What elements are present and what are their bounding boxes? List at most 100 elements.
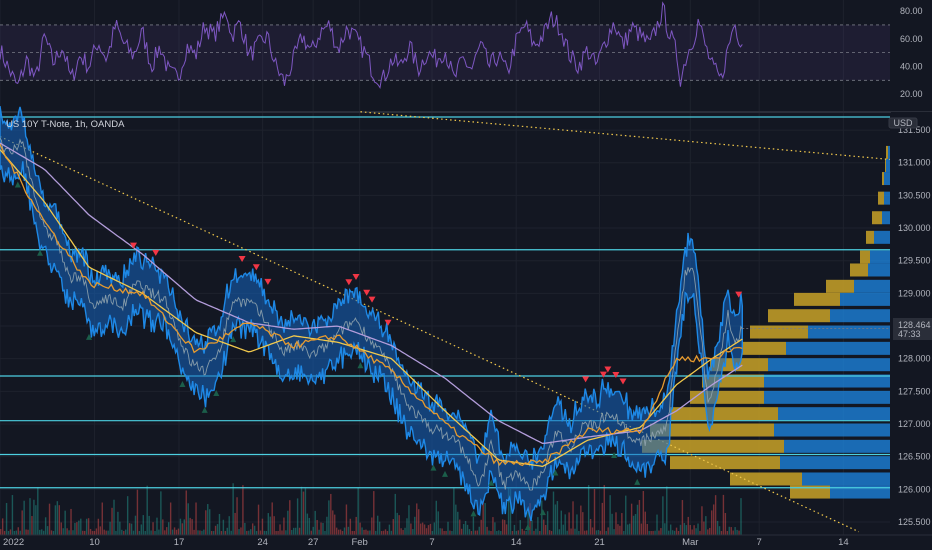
- volume-bar: [437, 511, 439, 535]
- volume-bar: [652, 530, 654, 535]
- profile-row-buy: [886, 145, 888, 159]
- trendlines[interactable]: [0, 111, 891, 533]
- volume-bar: [224, 530, 227, 535]
- rsi-tick-label: 20.00: [900, 89, 923, 99]
- sell-marker: [604, 366, 612, 373]
- volume-bar: [517, 530, 520, 535]
- profile-row-sell: [808, 325, 890, 339]
- time-axis[interactable]: 2022 10 17 24 27 Feb 7 14 21 Mar 7 14: [0, 534, 932, 548]
- volume-bar: [669, 524, 672, 535]
- volume-bar: [74, 522, 76, 535]
- volume-bar: [119, 521, 121, 535]
- currency-button[interactable]: USD: [888, 117, 918, 129]
- profile-row-sell: [784, 439, 890, 453]
- volume-bar: [693, 525, 695, 535]
- volume-bar: [201, 530, 203, 535]
- volume-bar: [425, 528, 428, 535]
- volume-bar: [269, 516, 271, 535]
- volume-bar: [248, 530, 250, 535]
- volume-bar: [271, 502, 273, 535]
- buy-marker: [230, 336, 237, 343]
- volume-bar: [39, 529, 41, 535]
- volume-bar: [611, 513, 613, 535]
- sell-marker: [368, 296, 376, 303]
- volume-bar: [736, 529, 738, 535]
- volume-bar: [564, 514, 566, 535]
- volume-bar: [5, 502, 8, 535]
- volume-bar: [572, 501, 574, 535]
- volume-bar: [126, 496, 129, 535]
- volume-bar: [78, 520, 80, 535]
- volume-bar: [322, 522, 324, 535]
- sell-marker: [384, 319, 392, 326]
- volume-bar: [373, 491, 375, 535]
- volume-bar: [281, 530, 283, 535]
- volume-bar: [341, 530, 344, 535]
- volume-bar: [121, 529, 123, 535]
- volume-bar: [107, 530, 109, 535]
- volume-bar: [306, 513, 309, 535]
- profile-row-sell: [830, 485, 890, 499]
- volume-bar: [666, 486, 668, 535]
- volume-bar: [640, 523, 643, 535]
- volume-bar: [627, 524, 629, 535]
- rsi-pane[interactable]: [0, 1, 932, 113]
- volume-bar: [636, 504, 639, 535]
- volume-bar: [394, 493, 396, 535]
- volume-bar: [617, 524, 619, 535]
- volume-bar: [388, 524, 391, 535]
- volume-bar: [615, 512, 617, 535]
- buy-marker: [611, 451, 618, 458]
- volume-bar: [593, 489, 596, 535]
- volume-bar: [402, 529, 404, 535]
- volume-bar: [353, 530, 355, 535]
- profile-row-sell: [870, 250, 890, 264]
- volume-bar: [443, 530, 445, 535]
- volume-bar: [429, 523, 432, 535]
- profile-row-sell: [884, 191, 890, 205]
- volume-bar: [197, 530, 199, 535]
- volume-bar: [718, 526, 721, 535]
- rsi-axis[interactable]: 80.00 60.00 40.00 20.00: [900, 6, 923, 99]
- profile-row-sell: [888, 145, 890, 159]
- volume-bar: [609, 495, 611, 535]
- volume-bar: [683, 523, 686, 535]
- price-tick-label: 127.500: [898, 386, 931, 396]
- volume-bar: [181, 523, 184, 535]
- volume-bar: [464, 520, 467, 535]
- volume-bar: [656, 514, 658, 535]
- price-band: [0, 105, 890, 522]
- rsi-line: [0, 1, 743, 90]
- volume-bar: [707, 529, 709, 535]
- volume-profile: [642, 145, 890, 499]
- volume-bar: [185, 490, 187, 535]
- time-tick-label: 14: [511, 537, 522, 548]
- volume-bar: [703, 521, 705, 535]
- volume-bar: [502, 519, 504, 535]
- volume-bar: [17, 527, 19, 535]
- volume-bar: [705, 516, 707, 535]
- volume-bar: [505, 524, 508, 535]
- volume-bar: [386, 530, 389, 535]
- buy-marker: [524, 524, 531, 531]
- volume-bar: [220, 530, 223, 535]
- volume-bar: [468, 529, 471, 535]
- price-channel: [0, 105, 743, 522]
- sell-marker: [599, 371, 607, 378]
- volume-bar: [146, 485, 148, 535]
- volume-bar: [95, 528, 98, 535]
- price-tick-label: 126.500: [898, 452, 931, 462]
- volume-bar: [537, 517, 539, 535]
- volume-bar: [695, 528, 697, 535]
- volume-bar: [730, 527, 732, 535]
- volume-bar: [41, 529, 43, 535]
- volume-bar: [634, 514, 637, 535]
- volume-bar: [214, 525, 217, 535]
- buy-marker: [552, 469, 559, 476]
- volume-bar: [230, 530, 232, 535]
- volume-bar: [486, 526, 488, 535]
- volume-bar: [687, 516, 689, 535]
- volume-bar: [171, 529, 174, 535]
- volume-bar: [35, 505, 37, 535]
